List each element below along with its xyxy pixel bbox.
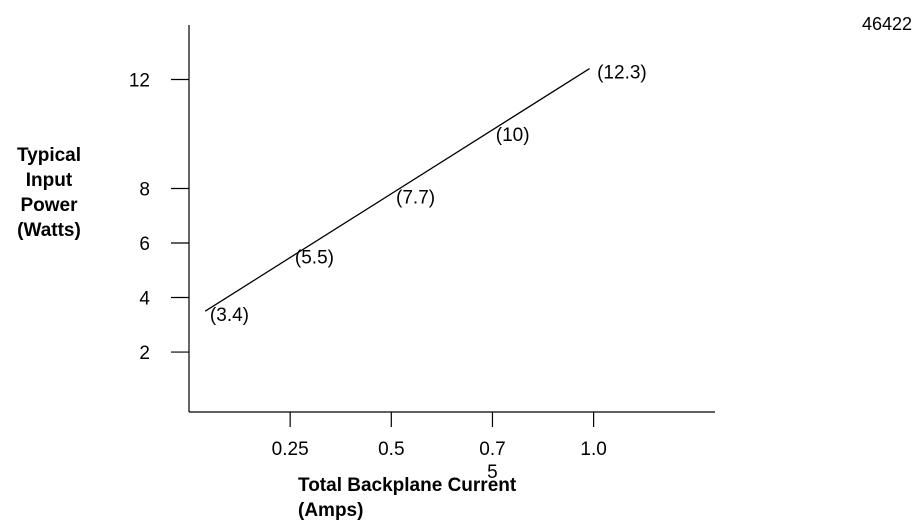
y-tick-label: 8 — [139, 180, 150, 201]
data-label: (7.7) — [396, 188, 435, 209]
x-tick-label: 0.25 — [272, 439, 309, 460]
data-label: (10) — [496, 125, 530, 146]
data-label: (12.3) — [597, 62, 647, 83]
x-tick-label: 5 — [487, 462, 498, 483]
x-tick-label: 0.7 — [479, 439, 505, 460]
series-group — [204, 68, 590, 312]
data-label: (3.4) — [210, 305, 249, 326]
x-ticks: 0.25 0.5 0.75 1.0 — [272, 412, 607, 483]
y-tick-label: 6 — [139, 234, 150, 255]
annotations: (3.4) (5.5) (7.7) (10) (12.3) — [210, 62, 647, 326]
x-axis-label: Total Backplane Current (Amps) — [298, 475, 517, 521]
y-tick-label: 12 — [129, 71, 150, 92]
data-label: (5.5) — [295, 248, 334, 269]
y-tick-label: 4 — [139, 289, 150, 310]
x-tick-label: 1.0 — [580, 439, 606, 460]
y-tick-label: 2 — [139, 343, 150, 364]
y-axis-label: Typical Input Power (Watts) — [16, 145, 82, 241]
figure-id: 46422 — [861, 14, 912, 34]
x-tick-label: 0.5 — [378, 439, 404, 460]
y-ticks: 2 4 6 8 12 — [129, 71, 189, 364]
series-line — [204, 68, 590, 312]
